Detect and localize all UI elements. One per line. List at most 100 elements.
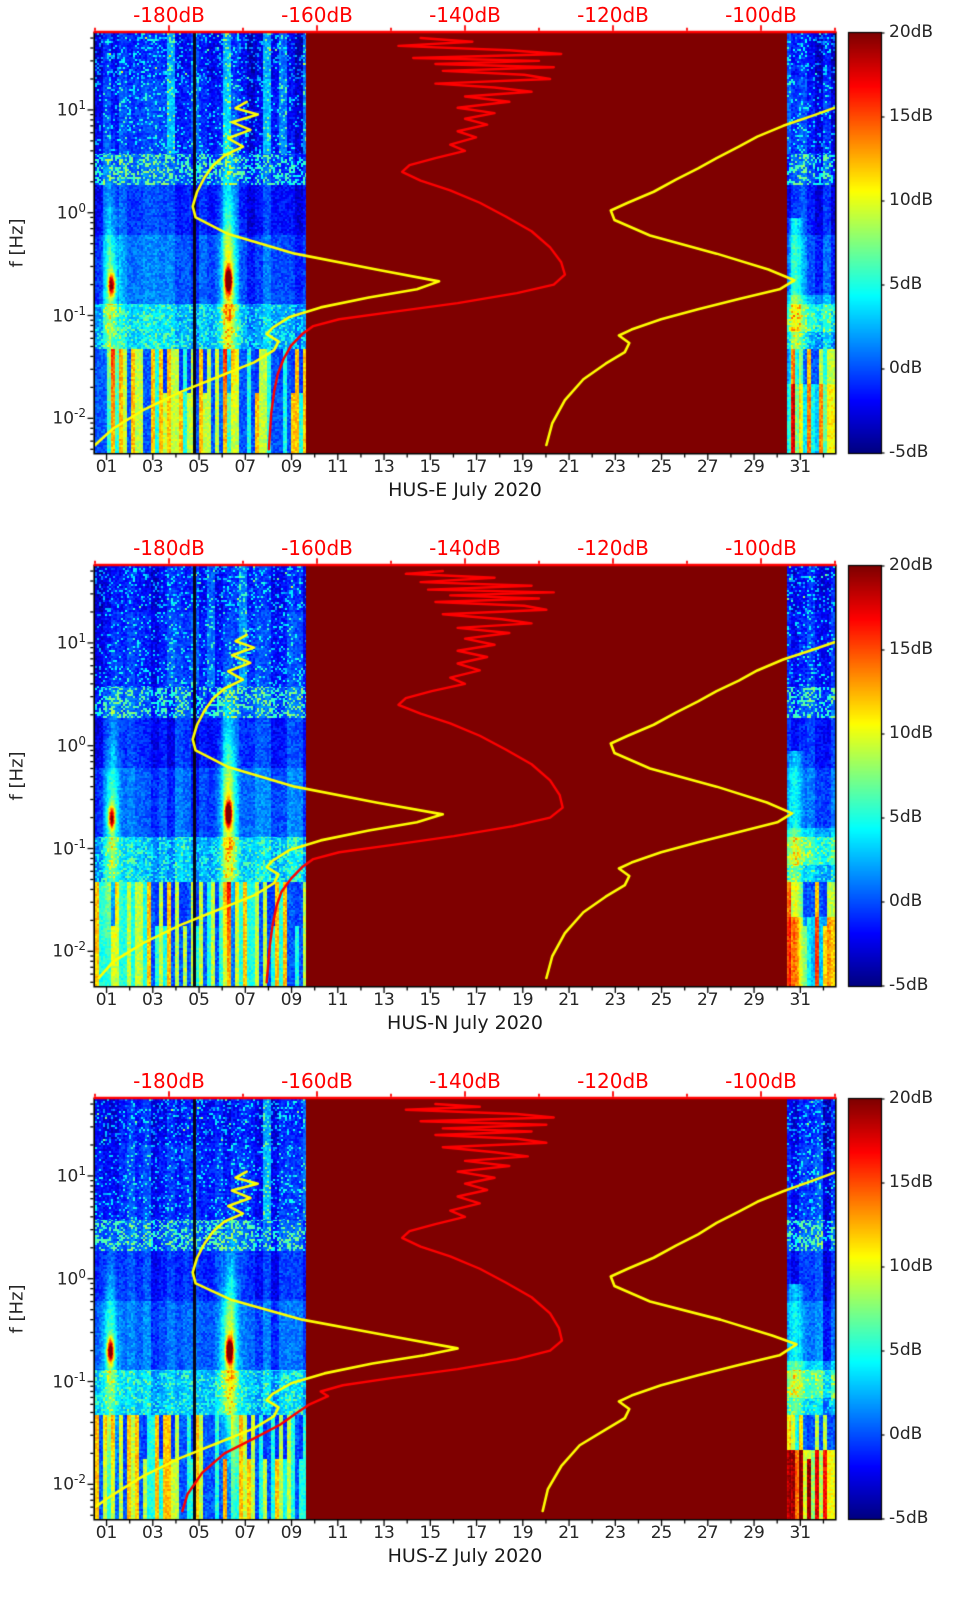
y-tick-exponent: -2	[74, 939, 86, 954]
y-axis-tick-label: 101	[56, 630, 86, 654]
colorbar-tick-label: 0dB	[889, 891, 923, 912]
y-tick-exponent: 1	[78, 1163, 86, 1178]
panel-HUS-Z: -180dB -160dB -140dB -120dB -100dB 01 03 05 07 09…	[0, 1066, 962, 1599]
colorbar-tick-label: 0dB	[889, 358, 923, 379]
x-axis-tick-label: 03	[141, 1523, 164, 1543]
top-axis-tick-label: -140dB	[429, 536, 501, 560]
y-tick-exponent: -1	[74, 303, 86, 318]
x-axis-tick-label: 31	[789, 457, 812, 477]
colorbar-tick-label: 5dB	[889, 1340, 923, 1361]
y-axis-tick-label: 10-1	[52, 1369, 86, 1393]
colorbar-tick-label: 5dB	[889, 274, 923, 295]
x-axis-tick-label: 15	[419, 990, 442, 1010]
colorbar-tick-label: 20dB	[889, 22, 934, 43]
y-axis-tick-label: 100	[56, 1266, 86, 1290]
x-axis-tick-label: 13	[373, 1523, 395, 1543]
x-axis-tick-label: 07	[234, 457, 257, 477]
colorbar-tick-label: 15dB	[889, 106, 934, 127]
x-axis-tick-label: 05	[188, 990, 210, 1010]
x-axis-tick-label: 23	[604, 457, 627, 477]
x-axis-tick-label: 15	[419, 457, 442, 477]
x-axis-tick-label: 11	[326, 1523, 349, 1543]
x-axis-tick-label: 25	[650, 1523, 673, 1543]
x-axis-tick-label: 05	[188, 1523, 210, 1543]
y-axis-label: f [Hz]	[6, 218, 28, 268]
y-tick-exponent: -2	[74, 406, 86, 421]
spectrogram-canvas-HUS-E	[0, 0, 962, 533]
y-tick-exponent: -1	[74, 836, 86, 851]
x-axis-tick-label: 17	[465, 457, 488, 477]
colorbar-tick-label: 15dB	[889, 1172, 934, 1193]
colorbar-tick-label: 0dB	[889, 1424, 923, 1445]
colorbar-tick-label: 15dB	[889, 639, 934, 660]
panel-title: HUS-N July 2020	[387, 1012, 543, 1034]
y-tick-exponent: 1	[78, 97, 86, 112]
colorbar-tick-label: 10dB	[889, 1256, 934, 1277]
panel-HUS-E: -180dB -160dB -140dB -120dB -100dB 01 03 05 07 09…	[0, 0, 962, 533]
x-axis-tick-label: 11	[326, 457, 349, 477]
x-axis-tick-label: 29	[743, 457, 765, 477]
top-axis-tick-label: -120dB	[577, 3, 649, 27]
x-axis-tick-label: 09	[280, 1523, 303, 1543]
top-axis-tick-label: -180dB	[133, 3, 205, 27]
x-axis-tick-label: 23	[604, 1523, 627, 1543]
y-tick-exponent: 0	[78, 733, 86, 748]
y-tick-exponent: 1	[78, 630, 86, 645]
colorbar-tick-label: -5dB	[889, 975, 929, 996]
top-axis-tick-label: -180dB	[133, 536, 205, 560]
y-axis-tick-label: 10-1	[52, 303, 86, 327]
colorbar-tick-label: 20dB	[889, 555, 934, 576]
colorbar-tick-label: 10dB	[889, 723, 934, 744]
x-axis-tick-label: 13	[373, 990, 395, 1010]
top-axis-tick-label: -160dB	[281, 1069, 353, 1093]
top-axis-tick-label: -160dB	[281, 536, 353, 560]
colorbar-tick-label: -5dB	[889, 442, 929, 463]
x-axis-tick-label: 21	[558, 1523, 580, 1543]
y-axis-tick-label: 100	[56, 733, 86, 757]
x-axis-tick-label: 01	[95, 990, 118, 1010]
top-axis-tick-label: -180dB	[133, 1069, 205, 1093]
x-axis-tick-label: 29	[743, 990, 765, 1010]
x-axis-tick-label: 03	[141, 457, 164, 477]
x-axis-tick-label: 19	[511, 990, 534, 1010]
x-axis-tick-label: 11	[326, 990, 349, 1010]
y-tick-exponent: -2	[74, 1472, 86, 1487]
y-axis-tick-label: 101	[56, 1163, 86, 1187]
y-tick-exponent: -1	[74, 1369, 86, 1384]
x-axis-tick-label: 31	[789, 990, 812, 1010]
x-axis-tick-label: 19	[511, 1523, 534, 1543]
x-axis-tick-label: 15	[419, 1523, 442, 1543]
top-axis-tick-label: -160dB	[281, 3, 353, 27]
y-axis-label: f [Hz]	[6, 751, 28, 801]
x-axis-tick-label: 27	[696, 1523, 719, 1543]
x-axis-tick-label: 17	[465, 990, 488, 1010]
top-axis-tick-label: -120dB	[577, 1069, 649, 1093]
colorbar-tick-label: 5dB	[889, 807, 923, 828]
y-axis-tick-label: 101	[56, 97, 86, 121]
x-axis-tick-label: 23	[604, 990, 627, 1010]
top-axis-tick-label: -140dB	[429, 1069, 501, 1093]
panel-HUS-N: -180dB -160dB -140dB -120dB -100dB 01 03 05 07 09…	[0, 533, 962, 1066]
y-axis-tick-label: 10-2	[52, 939, 86, 962]
colorbar-tick-label: 20dB	[889, 1088, 934, 1109]
top-axis-tick-label: -100dB	[725, 536, 797, 560]
x-axis-tick-label: 19	[511, 457, 534, 477]
y-axis-tick-label: 10-2	[52, 406, 86, 429]
spectrogram-canvas-HUS-Z	[0, 1066, 962, 1599]
x-axis-tick-label: 17	[465, 1523, 488, 1543]
colorbar-tick-label: 10dB	[889, 190, 934, 211]
y-axis-tick-label: 100	[56, 200, 86, 224]
x-axis-tick-label: 01	[95, 1523, 118, 1543]
x-axis-tick-label: 09	[280, 457, 303, 477]
x-axis-tick-label: 01	[95, 457, 118, 477]
x-axis-tick-label: 07	[234, 990, 257, 1010]
y-axis-tick-label: 10-1	[52, 836, 86, 860]
panel-title: HUS-Z July 2020	[387, 1545, 543, 1567]
colorbar-tick-label: -5dB	[889, 1508, 929, 1529]
x-axis-tick-label: 25	[650, 457, 673, 477]
x-axis-tick-label: 25	[650, 990, 673, 1010]
spectrogram-canvas-HUS-N	[0, 533, 962, 1066]
x-axis-tick-label: 09	[280, 990, 303, 1010]
x-axis-tick-label: 27	[696, 990, 719, 1010]
